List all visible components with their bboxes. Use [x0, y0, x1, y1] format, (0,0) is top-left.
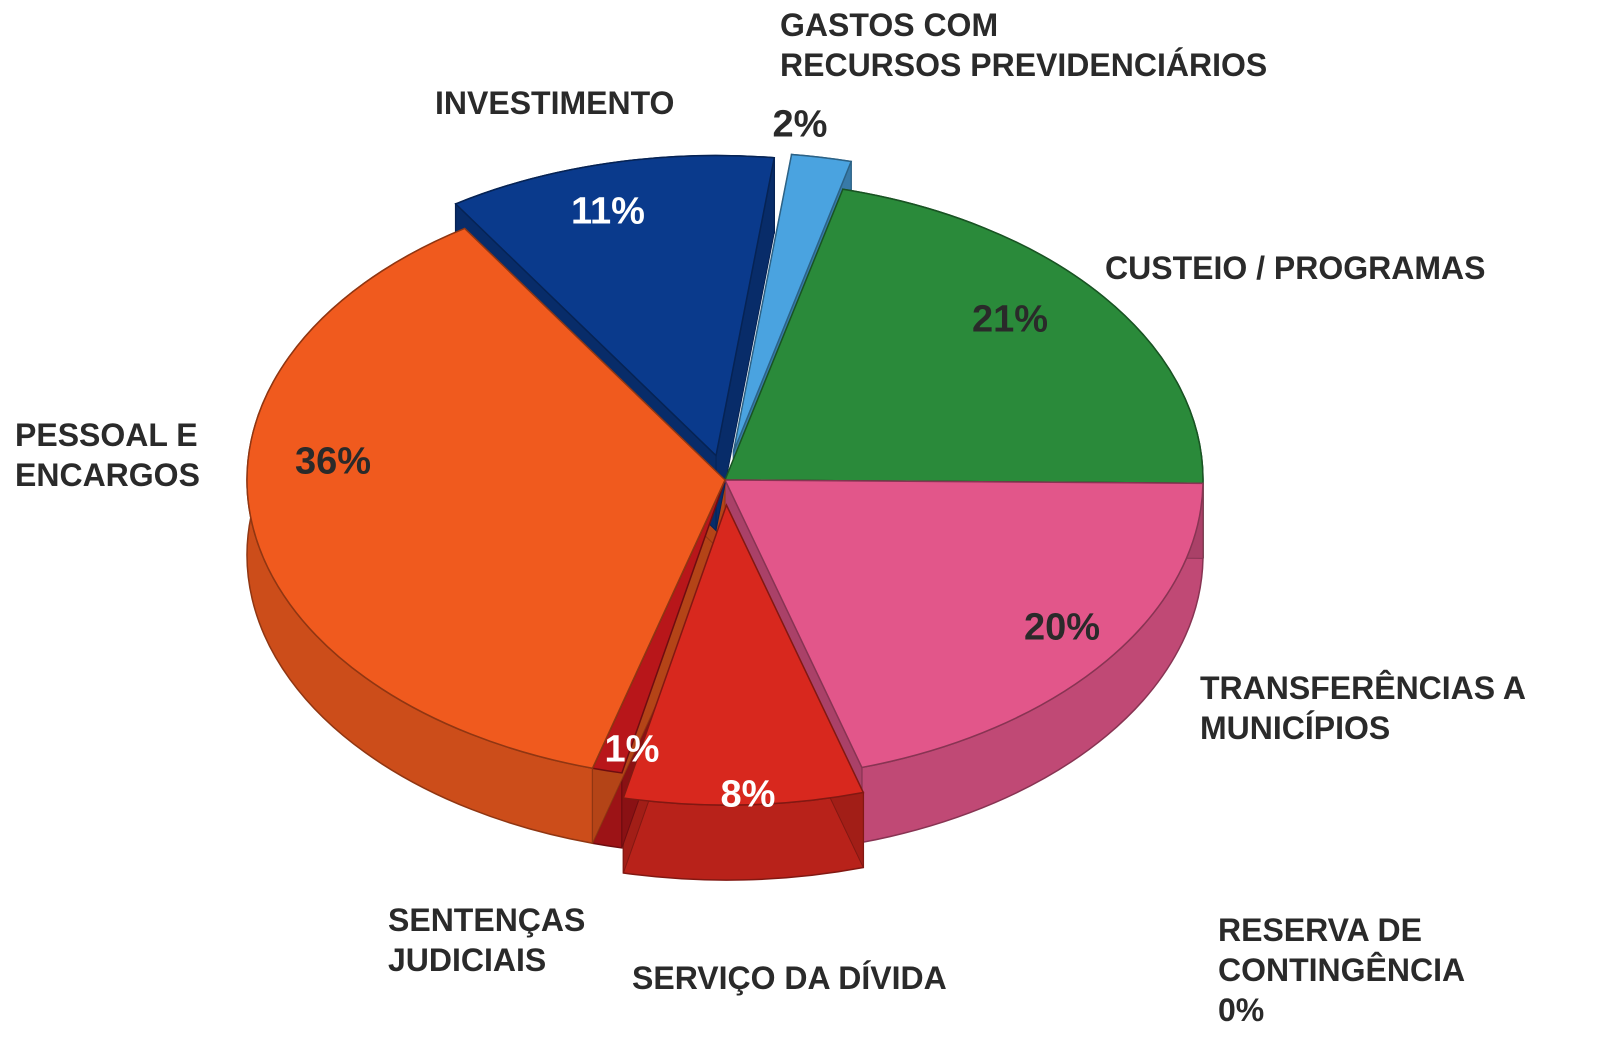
slice-label: RESERVA DE CONTINGÊNCIA [1218, 912, 1466, 988]
slice [723, 188, 1204, 485]
slice-label: INVESTIMENTO [435, 85, 675, 121]
value-label: 11% [571, 190, 645, 233]
slice [732, 153, 853, 453]
slice-label: PESSOAL E ENCARGOS [15, 417, 200, 493]
value-label: 20% [1023, 606, 1101, 649]
slice-label: TRANSFERÊNCIAS A MUNICÍPIOS [1200, 670, 1526, 746]
value-label: 8% [720, 773, 776, 816]
slice-label: SENTENÇAS JUDICIAIS [388, 902, 586, 978]
value-label: 0% [1218, 992, 1265, 1028]
slice [454, 154, 776, 458]
slice [246, 227, 726, 770]
slice-label: GASTOS COM RECURSOS PREVIDENCIÁRIOS [780, 7, 1268, 83]
slice [723, 479, 1204, 769]
slice-label: SERVIÇO DA DÍVIDA [632, 960, 947, 996]
value-label: 21% [971, 298, 1049, 341]
value-label: 36% [294, 440, 372, 483]
slice [622, 503, 865, 806]
value-label: 2% [772, 103, 828, 146]
value-label: 1% [604, 728, 660, 771]
slice-label: CUSTEIO / PROGRAMAS [1105, 250, 1486, 286]
